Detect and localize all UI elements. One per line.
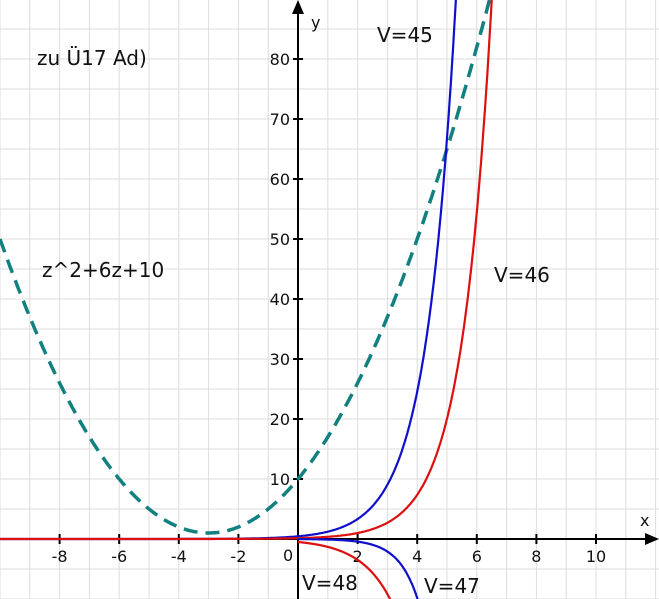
label-v48: V=48 — [302, 571, 358, 595]
curve-v-46 — [0, 0, 493, 541]
curves — [0, 0, 493, 599]
y-tick-label: 50 — [270, 230, 290, 249]
x-tick-label: -4 — [171, 547, 187, 566]
x-tick-label: -8 — [52, 547, 68, 566]
annotations: zu Ü17 Ad) z^2+6z+10 V=45 V=46 V=47 V=48… — [37, 13, 649, 598]
y-axis-label: y — [311, 13, 320, 32]
plot-title: zu Ü17 Ad) — [37, 46, 147, 70]
x-tick-label: -6 — [111, 547, 127, 566]
y-tick-label: 40 — [270, 290, 290, 309]
x-axis-arrow-icon — [645, 533, 659, 545]
curve-v-48 — [298, 540, 392, 599]
curve-v-47 — [298, 538, 419, 599]
label-v45: V=45 — [377, 23, 433, 47]
x-tick-label: 10 — [586, 547, 606, 566]
x-tick-label: 8 — [531, 547, 541, 566]
label-v46: V=46 — [494, 263, 550, 287]
x-axis-label: x — [640, 511, 649, 530]
y-axis-arrow-icon — [292, 0, 304, 14]
y-tick-label: 60 — [270, 170, 290, 189]
x-tick-label: 2 — [353, 547, 363, 566]
x-tick-label: -2 — [230, 547, 246, 566]
y-tick-label: 70 — [270, 110, 290, 129]
curve-z-2-6z-10 — [0, 0, 492, 535]
x-tick-label: 6 — [472, 547, 482, 566]
origin-label: 0 — [283, 546, 293, 565]
label-v47: V=47 — [424, 574, 480, 598]
y-tick-label: 10 — [270, 470, 290, 489]
parabola-label: z^2+6z+10 — [42, 258, 164, 282]
y-tick-label: 20 — [270, 410, 290, 429]
tick-labels: -8 -6 -4 -2 2 4 6 8 10 10 20 30 40 50 60 70 80 — [52, 50, 607, 566]
y-tick-label: 80 — [270, 50, 290, 69]
y-tick-label: 30 — [270, 350, 290, 369]
x-tick-label: 4 — [412, 547, 422, 566]
